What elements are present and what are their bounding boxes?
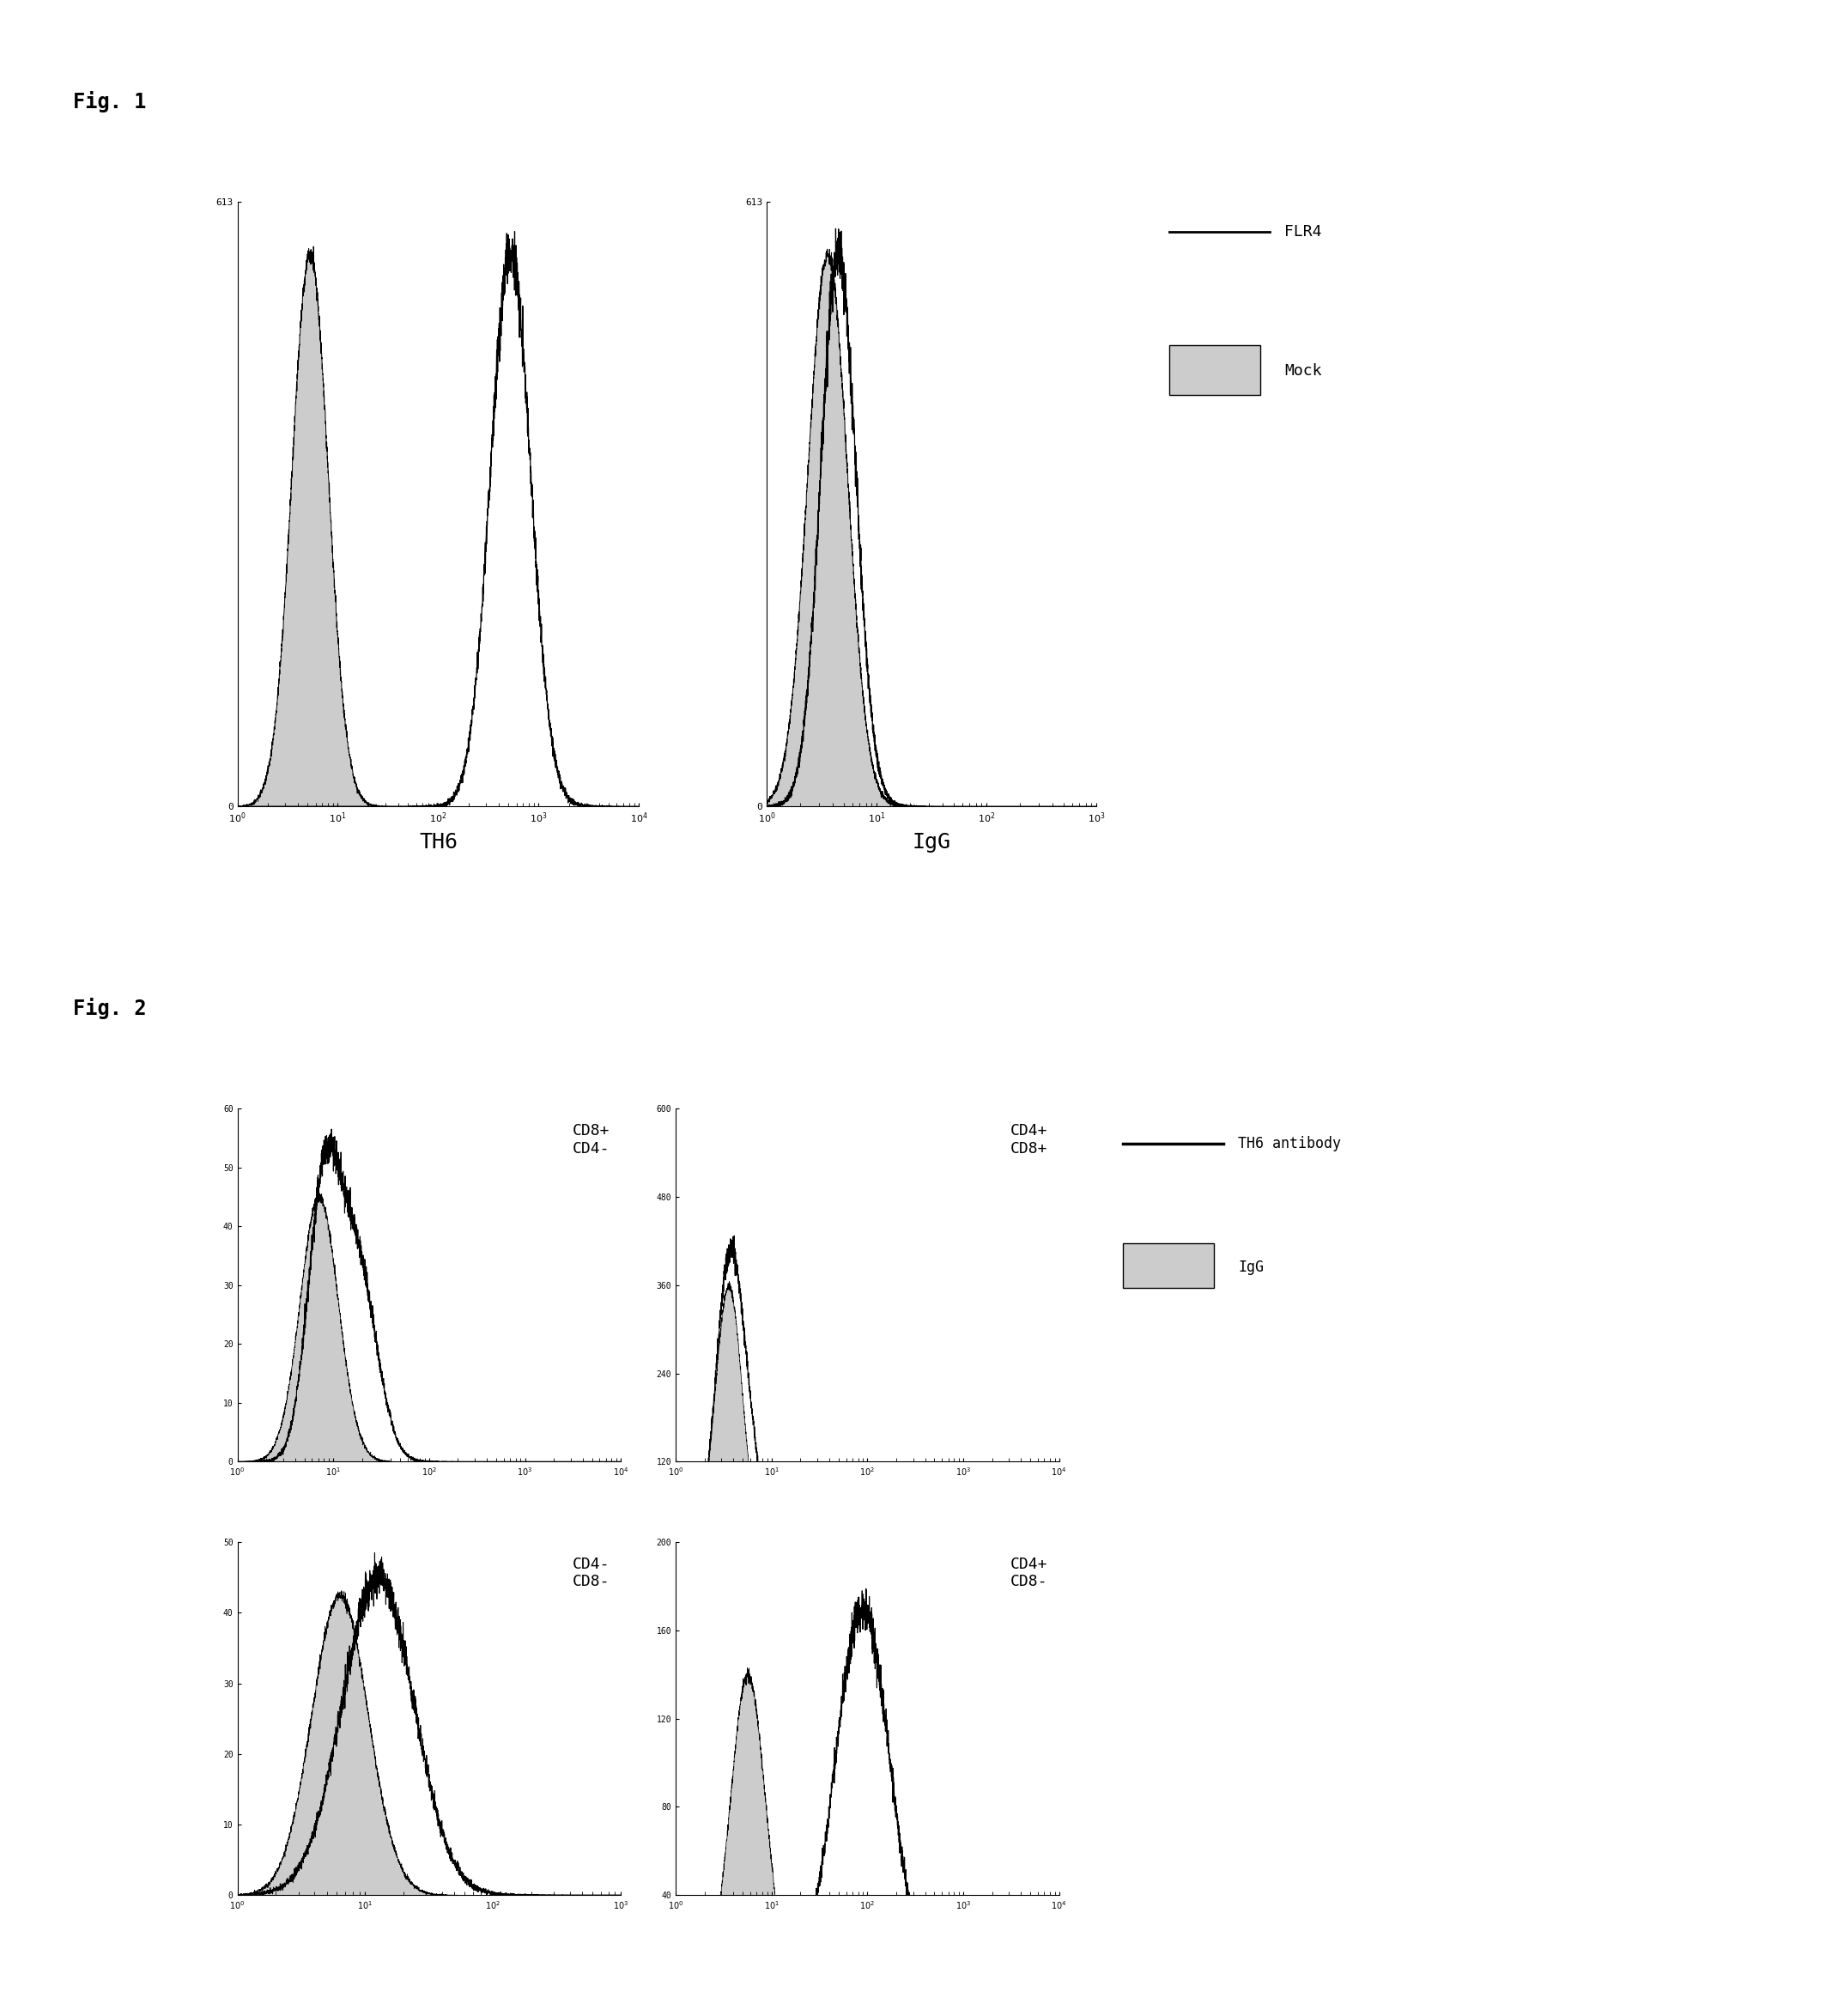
Text: CD4+
CD8+: CD4+ CD8+ — [1010, 1123, 1048, 1157]
Text: FLR4: FLR4 — [1284, 224, 1322, 240]
Text: Mock: Mock — [1284, 363, 1322, 379]
Text: Fig. 2: Fig. 2 — [73, 998, 146, 1020]
Text: CD8+
CD4-: CD8+ CD4- — [572, 1123, 610, 1157]
Text: IgG: IgG — [1238, 1260, 1264, 1276]
Text: TH6 antibody: TH6 antibody — [1238, 1137, 1340, 1151]
Text: CD4-
CD8-: CD4- CD8- — [572, 1556, 610, 1591]
Text: CD4+
CD8-: CD4+ CD8- — [1010, 1556, 1048, 1591]
X-axis label: IgG: IgG — [913, 833, 951, 853]
Text: Fig. 1: Fig. 1 — [73, 91, 146, 113]
X-axis label: TH6: TH6 — [418, 833, 458, 853]
